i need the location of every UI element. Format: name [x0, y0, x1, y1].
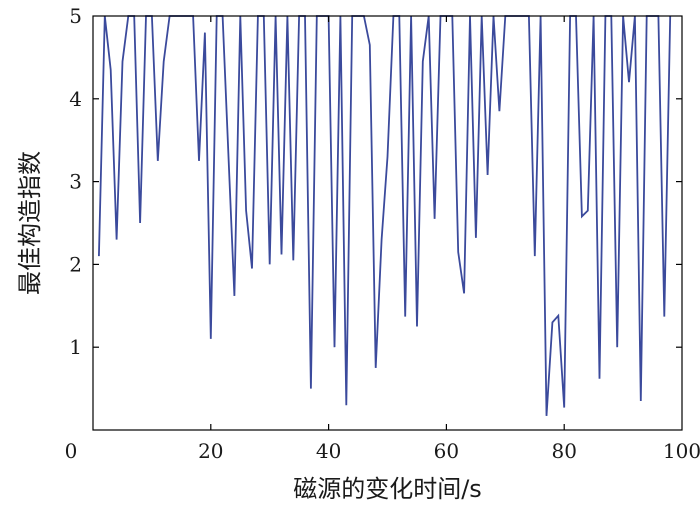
series-line	[98, 15, 672, 416]
y-tick-label: 5	[69, 4, 82, 28]
y-tick-label: 4	[69, 87, 82, 111]
x-tick-label: 100	[663, 439, 700, 463]
x-tick-label: 20	[198, 439, 223, 463]
y-tick-label: 1	[69, 335, 82, 359]
y-tick-label: 3	[69, 170, 82, 194]
x-tick-label: 80	[551, 439, 576, 463]
axis-ticks: 0 20 40 60 80 100 1 2 3 4 5	[65, 4, 700, 463]
x-tick-label: 40	[316, 439, 341, 463]
y-axis-label: 最佳构造指数	[16, 151, 44, 295]
x-axis-label: 磁源的变化时间/s	[293, 475, 482, 503]
axes-frame	[92, 15, 683, 431]
plot-area	[92, 15, 683, 431]
y-tick-label: 2	[69, 252, 82, 276]
x-tick-label: 0	[65, 439, 78, 463]
x-tick-label: 60	[434, 439, 459, 463]
